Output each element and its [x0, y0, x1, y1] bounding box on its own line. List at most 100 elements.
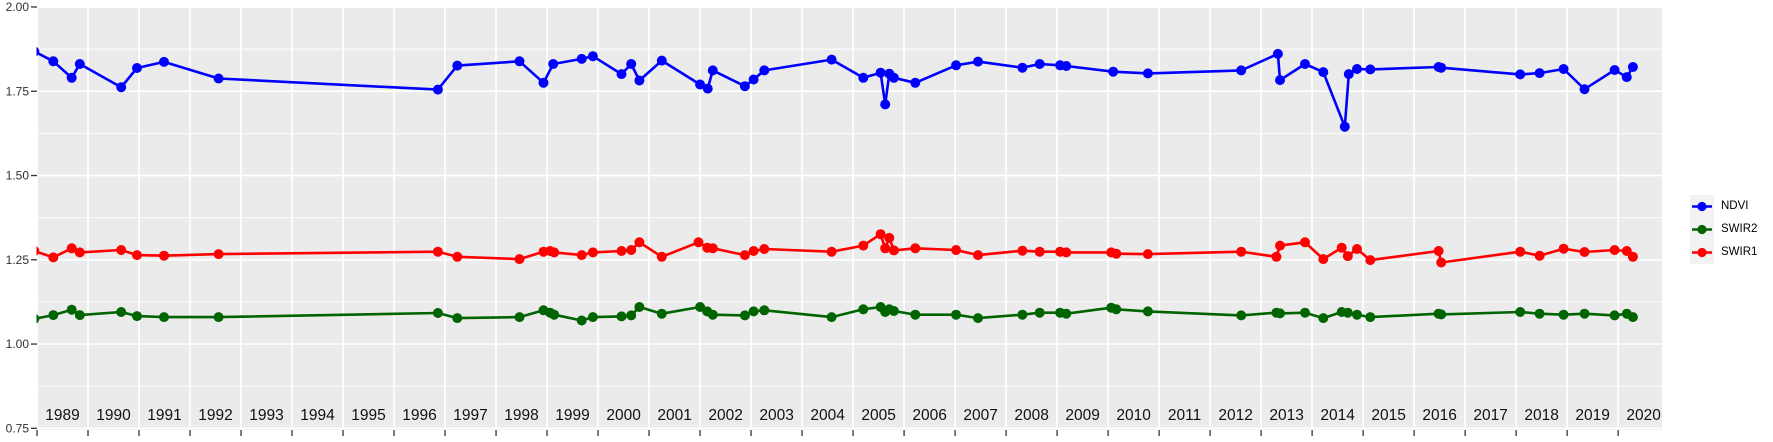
data-point-SWIR1 [48, 252, 59, 263]
data-point-SWIR2 [576, 315, 587, 326]
data-point-SWIR1 [656, 251, 667, 262]
data-point-SWIR1 [1236, 246, 1247, 257]
data-point-SWIR1 [1275, 240, 1285, 251]
data-point-SWIR2 [587, 312, 598, 323]
data-point-SWIR1 [973, 250, 983, 261]
data-point-NDVI [48, 56, 59, 67]
data-point-NDVI [1436, 62, 1447, 73]
x-axis-label: 2002 [708, 407, 742, 424]
y-axis-label: 1.75 [6, 84, 30, 98]
data-point-NDVI [1339, 121, 1350, 132]
gridlines-major [36, 6, 1662, 430]
x-axis-label: 2010 [1116, 407, 1151, 424]
data-point-SWIR2 [888, 306, 899, 316]
data-point-SWIR1 [1436, 257, 1447, 268]
data-point-SWIR2 [1534, 308, 1545, 319]
data-point-SWIR2 [1034, 307, 1045, 318]
data-point-SWIR1 [616, 246, 627, 256]
data-point-SWIR2 [1111, 304, 1122, 315]
data-point-SWIR1 [1017, 245, 1028, 256]
data-point-SWIR1 [826, 246, 837, 257]
gridlines-minor [37, 48, 1662, 387]
data-point-SWIR1 [549, 247, 560, 258]
data-point-SWIR1 [875, 229, 886, 240]
data-point-SWIR1 [159, 250, 169, 261]
data-point-SWIR1 [1365, 255, 1376, 266]
data-point-SWIR2 [707, 309, 718, 320]
series-line-NDVI [36, 51, 1635, 128]
data-point-NDVI [1621, 72, 1632, 83]
data-point-NDVI [748, 74, 759, 85]
data-point-SWIR2 [514, 312, 525, 323]
data-point-SWIR1 [1352, 244, 1362, 254]
legend-label: SWIR1 [1721, 246, 1758, 258]
x-axis-label: 2016 [1422, 407, 1456, 424]
data-point-SWIR2 [1142, 306, 1153, 317]
data-point-NDVI [858, 72, 869, 83]
data-point-NDVI [1272, 48, 1283, 59]
data-point-NDVI [1236, 65, 1247, 76]
data-point-SWIR2 [116, 307, 127, 317]
x-axis-label: 2014 [1320, 407, 1355, 424]
x-axis-label: 2006 [912, 407, 946, 424]
legend-entry-SWIR2: SWIR2 [1690, 218, 1757, 241]
data-point-SWIR2 [739, 310, 750, 321]
data-point-SWIR1 [514, 254, 525, 265]
data-point-SWIR1 [132, 250, 142, 261]
x-axis-label: 1990 [96, 407, 131, 424]
data-point-SWIR2 [1318, 313, 1329, 324]
x-axis-label: 2009 [1065, 407, 1099, 424]
data-point-NDVI [1579, 84, 1590, 95]
data-point-SWIR2 [634, 302, 645, 312]
data-point-NDVI [1300, 59, 1310, 69]
data-point-NDVI [973, 56, 983, 67]
data-point-SWIR1 [1034, 246, 1045, 257]
data-point-NDVI [616, 69, 627, 80]
x-axis-label: 1999 [555, 407, 589, 424]
data-point-SWIR1 [452, 251, 463, 262]
y-axis-label: 1.25 [6, 253, 30, 267]
data-point-NDVI [538, 77, 549, 88]
data-point-SWIR1 [626, 245, 637, 255]
data-point-SWIR1 [634, 237, 645, 248]
data-point-SWIR2 [910, 309, 921, 320]
data-point-SWIR1 [739, 250, 750, 261]
data-point-SWIR2 [1342, 307, 1353, 318]
data-point-NDVI [132, 63, 142, 73]
data-point-SWIR2 [951, 309, 962, 320]
data-point-SWIR2 [1365, 312, 1376, 323]
data-point-NDVI [951, 60, 962, 71]
data-point-SWIR1 [707, 243, 718, 254]
x-axis-label: 1997 [453, 407, 487, 424]
data-point-NDVI [1034, 59, 1045, 69]
data-point-SWIR2 [1558, 309, 1569, 320]
data-point-SWIR2 [1236, 310, 1247, 321]
data-point-SWIR2 [48, 310, 59, 321]
data-point-SWIR1 [213, 249, 224, 260]
data-point-SWIR2 [1627, 312, 1638, 323]
data-point-SWIR2 [1300, 307, 1310, 318]
data-point-NDVI [695, 79, 706, 90]
x-axis-label: 1996 [402, 407, 436, 424]
x-axis-label: 1995 [351, 407, 385, 424]
data-point-NDVI [1061, 61, 1072, 71]
data-point-SWIR2 [132, 311, 142, 322]
x-axis-label: 2012 [1218, 407, 1252, 424]
data-point-SWIR2 [1609, 310, 1620, 321]
data-point-SWIR1 [1515, 246, 1526, 257]
data-point-SWIR1 [1558, 243, 1569, 254]
data-point-SWIR2 [1436, 309, 1447, 320]
data-point-SWIR1 [693, 237, 704, 248]
y-axis-label: 1.50 [6, 169, 30, 183]
data-point-NDVI [1558, 64, 1569, 74]
data-point-NDVI [587, 51, 598, 62]
data-point-NDVI [875, 67, 886, 78]
data-point-NDVI [1108, 66, 1119, 77]
x-axis-label: 2003 [759, 407, 793, 424]
data-point-NDVI [1142, 68, 1153, 79]
data-point-SWIR2 [36, 314, 40, 324]
data-point-SWIR1 [1336, 242, 1347, 253]
y-axis-label: 0.75 [6, 421, 30, 435]
data-point-NDVI [1017, 62, 1028, 73]
data-point-NDVI [576, 53, 587, 64]
